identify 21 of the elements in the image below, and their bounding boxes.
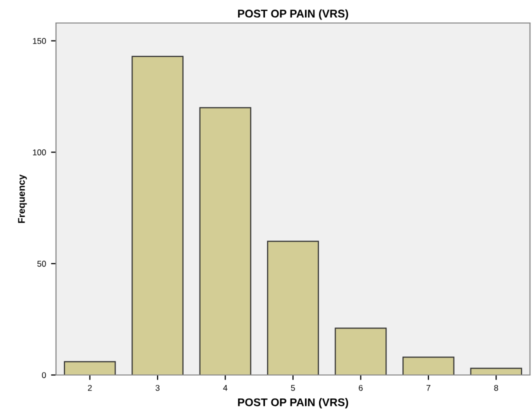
bar — [199, 107, 252, 375]
y-tick-label: 100 — [33, 149, 46, 156]
y-tick-label: 50 — [37, 260, 46, 267]
x-axis-title: POST OP PAIN (VRS) — [238, 398, 348, 408]
bar — [470, 368, 522, 375]
y-axis-title: Frequency — [18, 174, 27, 223]
y-tick-label: 150 — [33, 38, 46, 44]
bar — [132, 56, 184, 375]
x-tick-label: 5 — [291, 385, 295, 391]
x-tick-label: 7 — [426, 385, 430, 391]
bar — [402, 356, 454, 375]
x-tick-label: 2 — [88, 384, 92, 391]
chart-title: POST OP PAIN (VRS) — [238, 9, 348, 20]
x-tick-label: 3 — [156, 384, 160, 391]
x-tick-label: 4 — [223, 385, 228, 391]
bar — [64, 361, 116, 375]
x-tick-label: 8 — [494, 384, 498, 391]
bar — [267, 240, 319, 375]
bar — [334, 328, 387, 375]
x-tick-label: 6 — [358, 384, 363, 391]
y-tick-label: 0 — [42, 372, 46, 378]
